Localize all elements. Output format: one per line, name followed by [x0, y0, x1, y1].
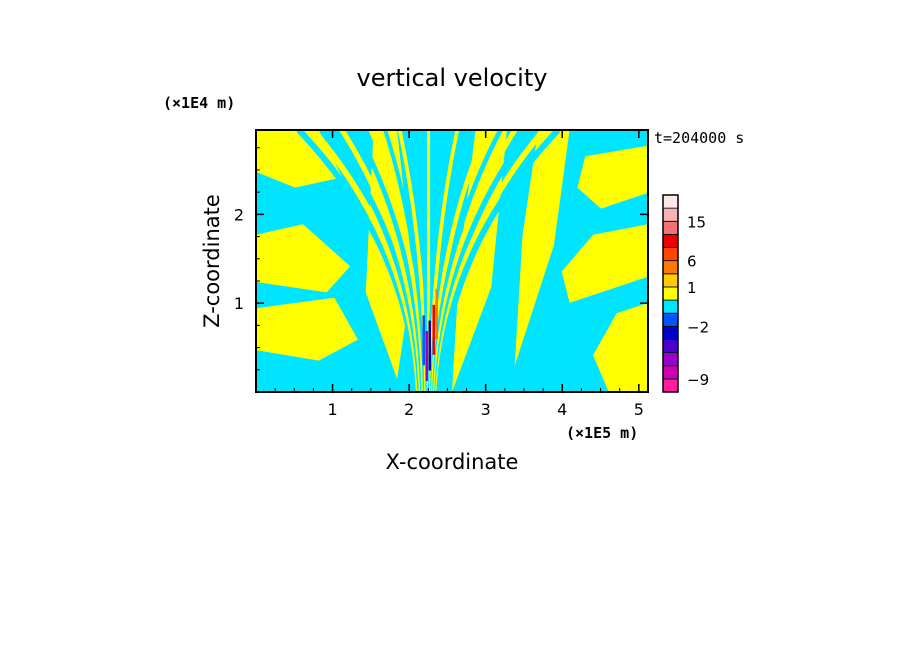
- field-plume: [577, 145, 648, 209]
- colorbar-frame: [662, 194, 679, 393]
- field-plume: [593, 302, 648, 392]
- field-plume: [256, 224, 351, 293]
- colorbar-label: −9: [687, 371, 709, 389]
- colorbar-level: [662, 378, 679, 393]
- field-plume: [256, 130, 343, 188]
- field-core-cell: [422, 315, 425, 366]
- colorbar-level: [662, 325, 679, 340]
- field-core-cell: [425, 331, 428, 382]
- x-tick-label: 5: [634, 400, 644, 419]
- field-plume: [514, 130, 570, 366]
- colorbar-label: 6: [687, 253, 697, 271]
- plot-frame: [255, 129, 649, 393]
- x-tick-label: 4: [557, 400, 567, 419]
- colorbar: 15 6 1 −2 −9: [662, 194, 709, 393]
- colorbar-level: [662, 247, 679, 262]
- y-unit-label: (×1E4 m): [163, 94, 235, 112]
- x-tick-label: 3: [481, 400, 491, 419]
- y-axis-label: Z-coordinate: [200, 194, 224, 328]
- x-axis: 1 2 3 4 5: [274, 130, 644, 419]
- colorbar-label: 15: [687, 213, 706, 231]
- colorbar-level: [662, 207, 679, 222]
- y-tick-label: 2: [234, 205, 244, 224]
- field-plume: [561, 224, 648, 303]
- x-unit-label: (×1E5 m): [566, 424, 638, 442]
- plot-area: [256, 130, 648, 392]
- colorbar-level: [662, 339, 679, 354]
- colorbar-level: [662, 260, 679, 275]
- colorbar-level: [662, 299, 679, 314]
- colorbar-label: −2: [687, 318, 709, 336]
- colorbar-level: [662, 312, 679, 327]
- chart-title: vertical velocity: [357, 64, 548, 92]
- field-core-cell: [435, 289, 438, 340]
- colorbar-level: [662, 233, 679, 248]
- y-axis: 12: [234, 147, 648, 371]
- field-bands: [256, 130, 648, 392]
- field-plume: [452, 130, 507, 392]
- field-plume: [256, 297, 358, 361]
- time-label: t=204000 s: [654, 129, 744, 147]
- colorbar-level: [662, 273, 679, 288]
- colorbar-level: [662, 365, 679, 380]
- x-tick-label: 1: [327, 400, 337, 419]
- x-axis-label: X-coordinate: [386, 450, 519, 474]
- field-core-cell: [428, 320, 431, 371]
- colorbar-level: [662, 220, 679, 235]
- field-core-cell: [432, 304, 435, 355]
- y-tick-label: 1: [234, 294, 244, 313]
- colorbar-label: 1: [687, 279, 697, 297]
- x-tick-label: 2: [404, 400, 414, 419]
- colorbar-level: [662, 194, 679, 209]
- field-wave: [436, 130, 561, 392]
- colorbar-level: [662, 286, 679, 301]
- colorbar-level: [662, 352, 679, 367]
